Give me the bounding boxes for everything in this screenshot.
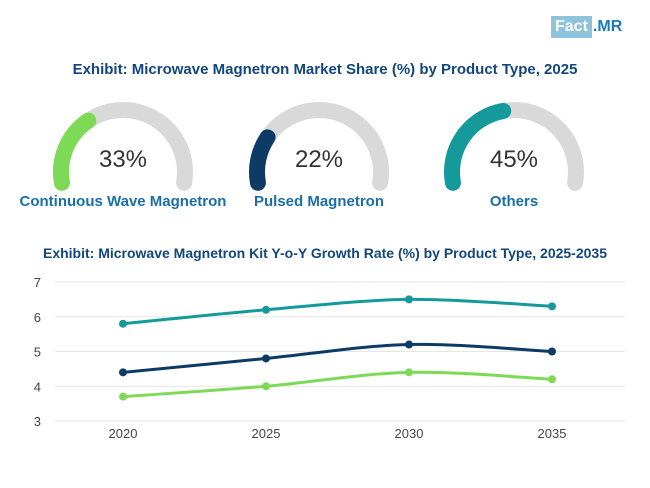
- data-point: [119, 319, 127, 328]
- gauge-others: 45% Others: [424, 100, 604, 240]
- gauge-value: 33%: [98, 146, 148, 173]
- data-point: [405, 340, 413, 349]
- x-tick-label: 2025: [252, 426, 281, 441]
- growth-chart-title: Exhibit: Microwave Magnetron Kit Y-o-Y G…: [42, 245, 607, 261]
- y-tick-label: 3: [34, 414, 41, 429]
- series-line: [122, 370, 553, 399]
- series-line: [122, 342, 553, 374]
- logo-dot-text: .: [592, 18, 598, 35]
- gauge-value: 22%: [294, 146, 344, 173]
- gauge-fill: [53, 112, 97, 191]
- y-tick-label: 7: [34, 275, 41, 290]
- x-tick-label: 2035: [538, 426, 567, 441]
- y-tick-label: 4: [34, 379, 41, 394]
- share-chart-title: Exhibit: Microwave Magnetron Market Shar…: [72, 61, 578, 78]
- gauge-label: Continuous Wave Magnetron: [19, 193, 227, 210]
- data-point: [119, 392, 127, 401]
- gauge-label: Others: [489, 193, 539, 210]
- gauge-fill: [249, 129, 276, 191]
- gauge-value: 45%: [489, 146, 539, 173]
- gauge-arc: [249, 102, 389, 191]
- growth-line-chart: 3 4 5 6 7 2020 2025 2030 2035: [34, 275, 625, 441]
- data-point: [405, 295, 413, 304]
- series-line: [122, 297, 553, 326]
- data-point: [262, 305, 270, 314]
- logo-fact-text: Fact: [551, 16, 592, 38]
- gauge-label: Pulsed Magnetron: [253, 193, 384, 210]
- data-point: [405, 368, 413, 377]
- factmr-logo: Fact . MR: [551, 16, 622, 38]
- gauge-pulsed-magnetron: 22% Pulsed Magnetron: [229, 100, 409, 240]
- data-point: [548, 375, 556, 384]
- data-point: [119, 368, 127, 377]
- x-tick-label: 2020: [109, 426, 138, 441]
- gauge-fill: [444, 102, 512, 191]
- gauge-arc: [444, 102, 584, 191]
- data-point: [548, 347, 556, 356]
- y-tick-label: 5: [34, 345, 41, 360]
- x-tick-label: 2030: [395, 426, 424, 441]
- data-point: [548, 302, 556, 311]
- gauge-arc: [53, 102, 193, 191]
- logo-mr-text: MR: [597, 18, 623, 35]
- data-point: [262, 354, 270, 363]
- data-point: [262, 382, 270, 391]
- y-tick-label: 6: [34, 310, 41, 325]
- gauge-continuous-wave: 33% Continuous Wave Magnetron: [20, 100, 226, 240]
